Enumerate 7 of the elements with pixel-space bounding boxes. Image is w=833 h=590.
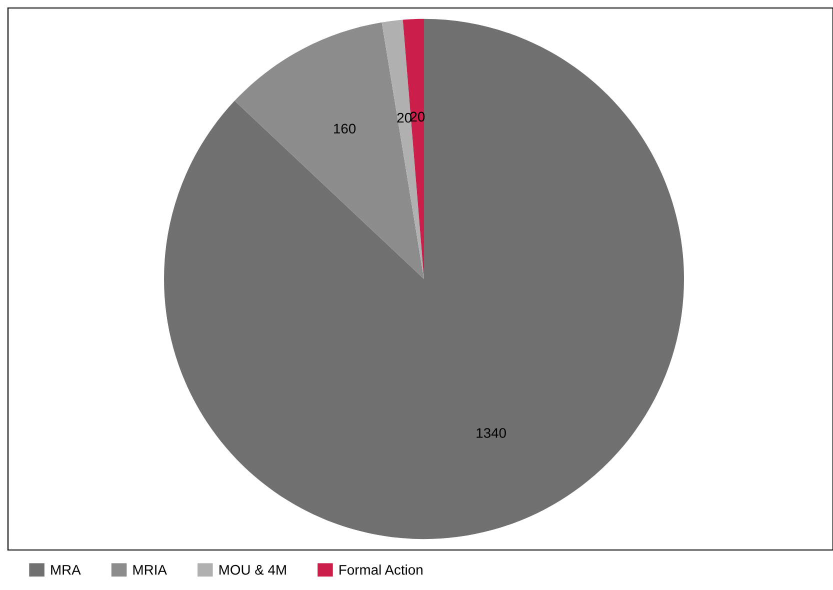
legend-label: MOU & 4M bbox=[219, 564, 286, 575]
legend-label: MRIA bbox=[133, 565, 167, 575]
data-label: 20 bbox=[410, 112, 425, 122]
data-label: 1340 bbox=[476, 428, 506, 438]
legend-label: Formal Action bbox=[340, 564, 422, 575]
legend-label: MRA bbox=[51, 565, 81, 575]
data-label: 160 bbox=[334, 124, 356, 134]
